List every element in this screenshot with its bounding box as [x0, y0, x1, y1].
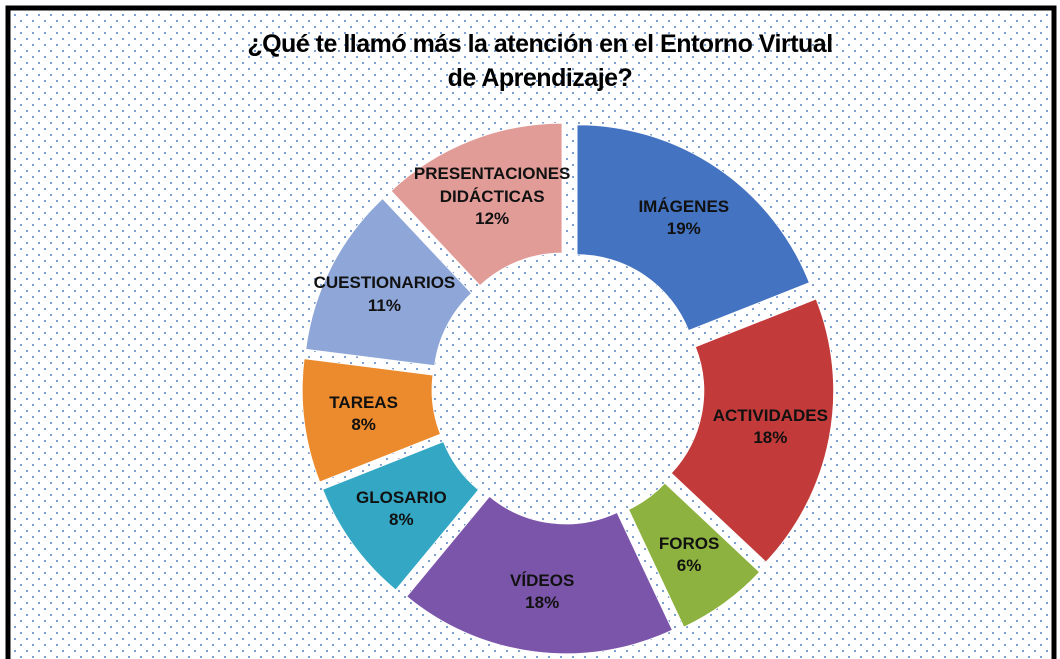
- doughnut-segment: [305, 197, 473, 367]
- category-label: FOROS: [658, 533, 720, 553]
- category-label: IMÁGENES: [638, 196, 730, 216]
- doughnut-segment: [627, 482, 761, 628]
- value-label: 6%: [676, 555, 702, 575]
- segment-label: PRESENTACIONES DIDÁCTICAS 12%: [407, 163, 577, 229]
- value-label: 18%: [525, 593, 560, 613]
- category-label: CUESTIONARIOS: [313, 273, 456, 293]
- doughnut-segment: [390, 122, 563, 287]
- segment-label: VÍDEOS 18%: [510, 570, 574, 614]
- value-label: 11%: [367, 295, 401, 315]
- category-label: ACTIVIDADES: [712, 405, 828, 425]
- category-label: TAREAS: [329, 392, 398, 412]
- doughnut-segment: [405, 495, 674, 655]
- segment-label: CUESTIONARIOS 11%: [314, 272, 456, 316]
- category-label: PRESENTACIONES DIDÁCTICAS: [413, 164, 571, 206]
- segment-label: ACTIVIDADES 18%: [713, 405, 828, 449]
- chart-title: ¿Qué te llamó más la atención en el Ento…: [247, 30, 833, 92]
- segment-label: GLOSARIO 8%: [356, 487, 447, 531]
- category-label: VÍDEOS: [510, 571, 575, 591]
- segment-label: FOROS 6%: [659, 533, 719, 577]
- value-label: 19%: [666, 218, 701, 238]
- segment-label: IMÁGENES 19%: [638, 196, 729, 240]
- value-label: 8%: [389, 510, 414, 530]
- value-label: 8%: [351, 414, 376, 434]
- segment-label: TAREAS 8%: [329, 392, 398, 436]
- doughnut-segment: [576, 124, 811, 332]
- doughnut-segment: [301, 358, 442, 483]
- value-label: 18%: [753, 427, 788, 447]
- value-label: 12%: [475, 208, 510, 228]
- doughnut-segment: [670, 298, 835, 563]
- category-label: GLOSARIO: [355, 487, 447, 507]
- doughnut-segment: [321, 440, 480, 591]
